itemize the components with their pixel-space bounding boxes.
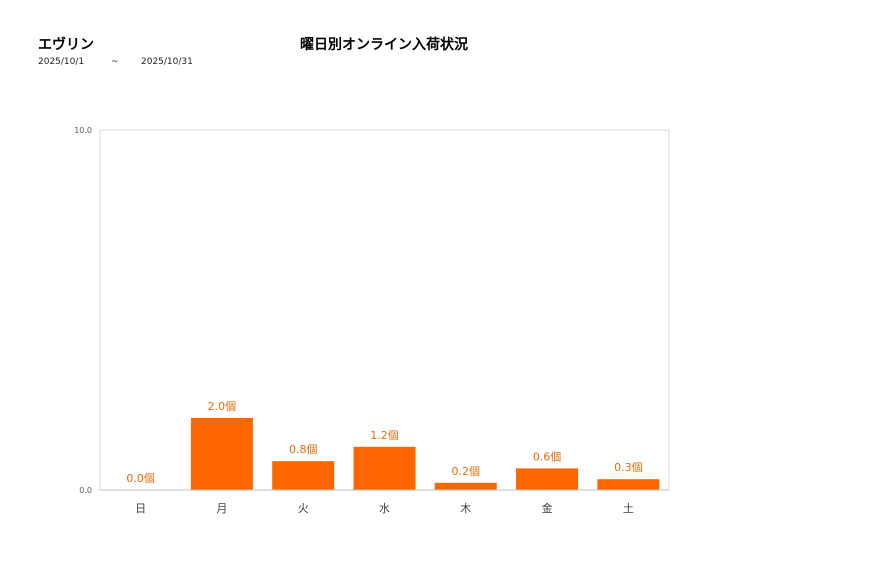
x-tick-label: 日 [135, 502, 146, 515]
x-tick-label: 月 [216, 502, 227, 515]
data-label: 0.6個 [533, 450, 562, 463]
bar [353, 446, 416, 490]
data-label: 2.0個 [208, 400, 237, 413]
y-tick-label: 10.0 [74, 126, 92, 135]
date-from: 2025/10/1 [38, 57, 85, 67]
data-label: 0.2個 [452, 465, 481, 478]
date-separator: ~ [111, 57, 119, 67]
y-tick-label: 0.0 [79, 486, 92, 495]
data-label: 0.8個 [289, 443, 318, 456]
bar [190, 418, 253, 490]
chart-title: 曜日別オンライン入荷状況 [300, 37, 468, 53]
data-label: 0.0個 [126, 472, 155, 485]
bar [597, 479, 660, 490]
date-to: 2025/10/31 [141, 57, 193, 67]
x-tick-label: 水 [379, 502, 390, 515]
bar [516, 468, 579, 490]
data-label: 0.3個 [614, 461, 643, 474]
data-label: 1.2個 [370, 429, 399, 442]
bar [272, 461, 335, 490]
x-tick-label: 金 [542, 501, 553, 515]
bar [434, 482, 497, 490]
x-tick-label: 木 [460, 502, 471, 515]
brand-name: エヴリン [38, 37, 94, 53]
x-tick-label: 土 [623, 502, 634, 515]
x-tick-label: 火 [298, 502, 309, 515]
